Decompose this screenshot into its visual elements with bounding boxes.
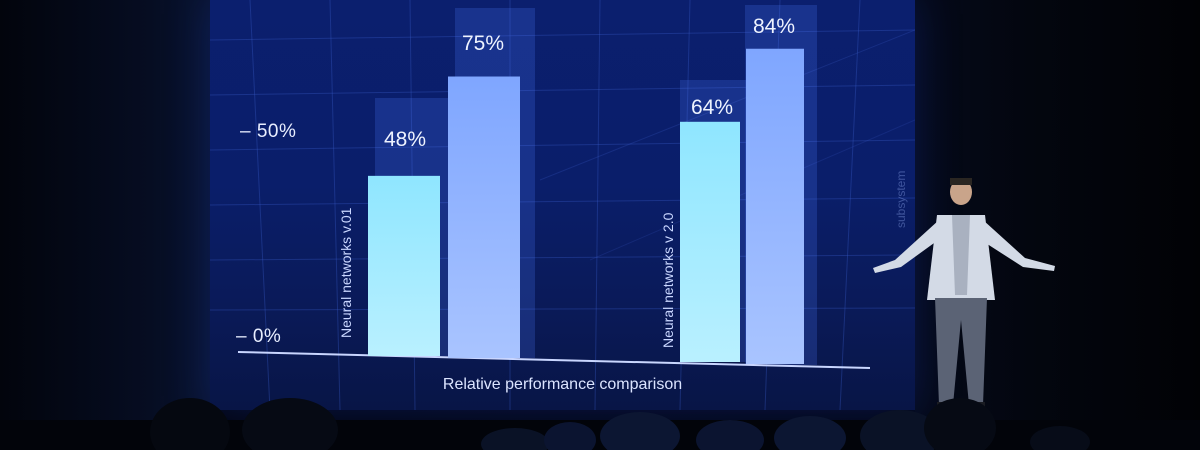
y-tick-50: – 50%	[240, 121, 297, 142]
value-label-v20-a: 64%	[690, 96, 734, 119]
bar-v20-a	[680, 121, 740, 362]
speaker-trousers	[935, 298, 987, 405]
screen-graphics	[210, 0, 915, 410]
bar-v01-b	[448, 76, 520, 359]
x-axis-baseline	[237, 351, 871, 369]
bar-v20-b	[746, 48, 804, 364]
left-stage-wall	[0, 0, 215, 420]
speaker-shirt	[952, 215, 970, 295]
value-label-v20-b: 84%	[752, 15, 796, 38]
value-label-v01-b: 75%	[461, 32, 505, 55]
value-label-v01-a: 48%	[383, 128, 427, 151]
speaker-right-arm	[981, 220, 1055, 271]
group-label-v20: Neural networks v 2.0	[660, 212, 676, 348]
y-tick-0: – 0%	[236, 326, 282, 347]
right-stage-wall	[915, 0, 1200, 420]
speaker-figure	[873, 178, 1055, 410]
speaker-left-arm	[873, 220, 941, 273]
audience-silhouettes	[0, 398, 1200, 450]
presentation-screen: – 50% – 0% 48% 75% 64% 84% Neural networ…	[210, 0, 915, 410]
bar-v01-a	[368, 175, 440, 356]
chart-caption: Relative performance comparison	[442, 376, 683, 393]
speaker-hair	[950, 178, 972, 185]
group-label-v01: Neural networks v.01	[338, 207, 354, 338]
speaker-head	[950, 179, 972, 205]
